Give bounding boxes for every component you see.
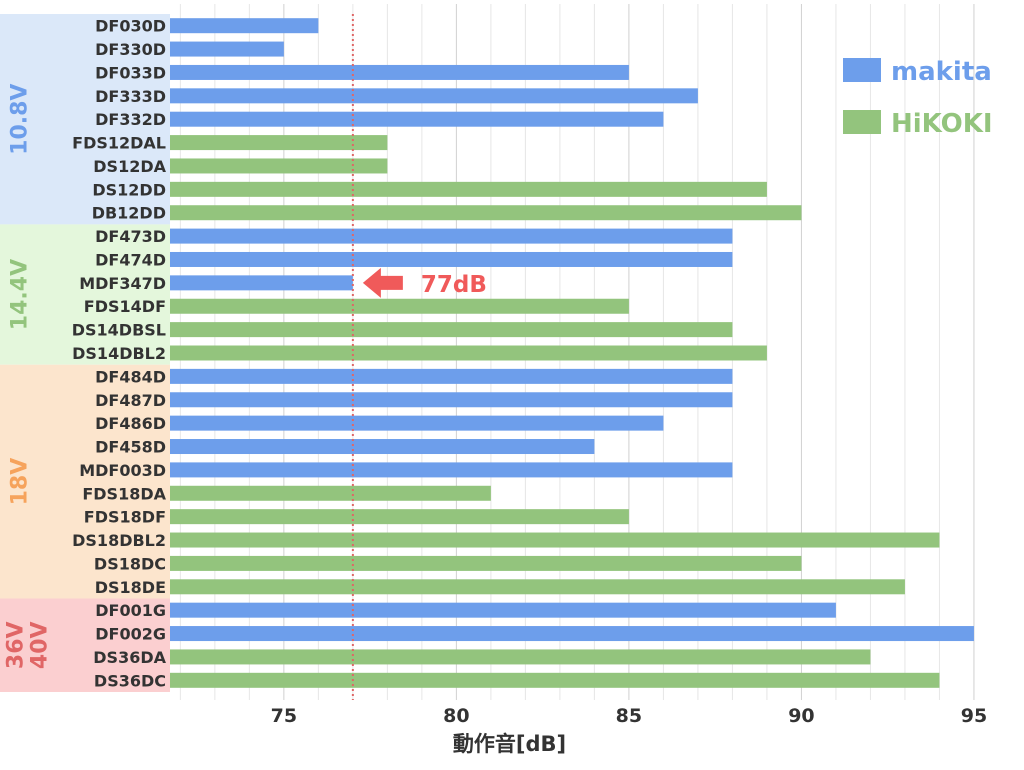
voltage-group-labels: 10.8V 14.4V 18V 36V 40V (4, 84, 53, 670)
x-tick-label: 75 (271, 705, 297, 727)
category-label: MDF003D (79, 461, 166, 480)
bar-df333d (170, 88, 698, 104)
bar-fds12dal (170, 135, 388, 151)
category-labels: DF030D DF330D DF033D DF333D DF332D FDS12DAL DS… (72, 17, 167, 691)
bar-ds14dbsl (170, 322, 733, 338)
voltage-group-label: 10.8V (8, 84, 33, 155)
bar-df486d (170, 415, 664, 431)
x-axis-title: 動作音[dB] (453, 732, 566, 756)
bar-ds36dc (170, 672, 940, 688)
bar-df458d (170, 439, 595, 455)
bar-ds36da (170, 649, 871, 665)
voltage-group-bg (0, 364, 170, 599)
voltage-group-label: 36V (4, 621, 29, 669)
voltage-group-label: 14.4V (8, 259, 33, 330)
category-label: DF484D (95, 367, 166, 386)
bar-df002g (170, 626, 974, 642)
legend-label: HiKOKI (891, 109, 993, 139)
category-label: DF458D (95, 438, 166, 457)
bar-fds18da (170, 485, 491, 501)
category-label: FDS18DF (84, 508, 166, 527)
category-label: DF332D (95, 110, 166, 129)
bar-ds12da (170, 158, 388, 174)
bar-ds12dd (170, 181, 767, 197)
left-arrow-icon (362, 267, 403, 298)
voltage-group-bg (0, 14, 170, 225)
category-label: FDS12DAL (72, 134, 166, 153)
category-label: DF030D (95, 17, 166, 36)
category-label: DF333D (95, 87, 166, 106)
legend: makita HiKOKI (843, 57, 993, 139)
voltage-group-label: 18V (8, 458, 33, 506)
bar-mdf347d (170, 275, 353, 291)
category-label: DS12DD (92, 180, 166, 199)
x-tick-label: 90 (788, 705, 814, 727)
category-label: DF486D (95, 414, 166, 433)
bar-df473d (170, 228, 733, 244)
category-label: DF330D (95, 40, 166, 59)
bar-df474d (170, 251, 733, 267)
x-tick-label: 95 (961, 705, 987, 727)
legend-label: makita (891, 57, 992, 87)
category-label: DS12DA (93, 157, 166, 176)
category-label: MDF347D (79, 274, 166, 293)
category-label: DS36DA (93, 648, 166, 667)
bar-df332d (170, 111, 664, 127)
category-label: DS18DE (95, 578, 166, 597)
bar-df030d (170, 18, 319, 34)
bar-df484d (170, 368, 733, 384)
x-tick-label: 80 (443, 705, 469, 727)
bar-df033d (170, 64, 629, 80)
category-label: FDS14DF (84, 297, 166, 316)
bar-ds18dbl2 (170, 532, 940, 548)
category-label: DF001G (95, 601, 166, 620)
bar-df330d (170, 41, 284, 57)
category-label: DF002G (95, 625, 166, 644)
x-tick-labels: 75 80 85 90 95 (271, 705, 988, 727)
category-label: DB12DD (92, 204, 166, 223)
category-label: DS18DBL2 (72, 531, 166, 550)
bar-df001g (170, 602, 836, 618)
category-label: DS36DC (94, 671, 166, 690)
voltage-group-bg (0, 224, 170, 365)
voltage-group-bg (0, 598, 170, 692)
category-label: DF474D (95, 250, 166, 269)
legend-swatch (843, 110, 881, 134)
category-label: DF473D (95, 227, 166, 246)
category-label: DF033D (95, 63, 166, 82)
bar-df487d (170, 392, 733, 408)
category-label: DS14DBSL (72, 321, 166, 340)
annotation-label: 77dB (421, 272, 487, 298)
bar-fds18df (170, 509, 629, 525)
category-label: DS18DC (94, 554, 166, 573)
bar-ds14dbl2 (170, 345, 767, 361)
bar-db12dd (170, 205, 802, 221)
x-tick-label: 85 (616, 705, 642, 727)
bar-mdf003d (170, 462, 733, 478)
category-label: FDS18DA (82, 484, 166, 503)
bars (170, 18, 974, 688)
voltage-group-backgrounds (0, 14, 170, 692)
annotation: 77dB (362, 267, 487, 298)
bar-ds18de (170, 579, 905, 595)
bar-fds14df (170, 298, 629, 314)
category-label: DF487D (95, 391, 166, 410)
legend-swatch (843, 58, 881, 82)
category-label: DS14DBL2 (72, 344, 166, 363)
voltage-group-label: 40V (28, 621, 53, 669)
bar-ds18dc (170, 555, 802, 571)
